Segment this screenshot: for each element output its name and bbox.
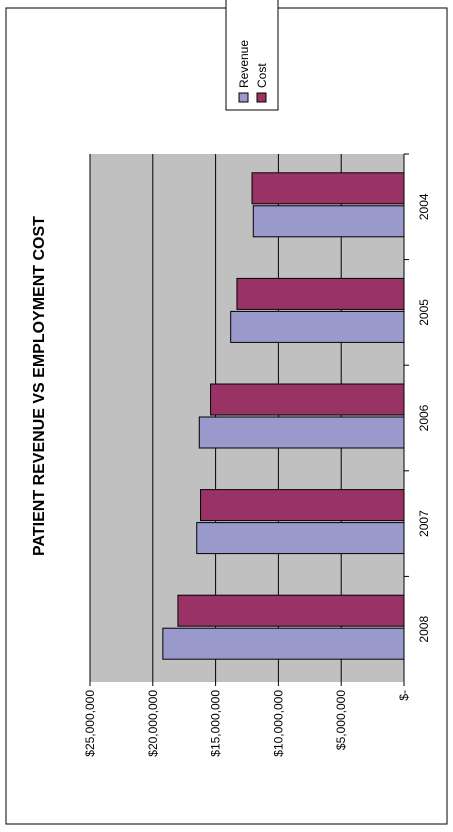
category-label: 2005 [417, 299, 431, 326]
value-tick-label: $- [397, 690, 411, 701]
legend-swatch-revenue [238, 92, 249, 103]
bar-cost-2005 [236, 277, 405, 310]
value-tick-label: $10,000,000 [271, 690, 285, 757]
value-axis: $- $5,000,000 $10,000,000 $15,000,000 $20,00… [83, 682, 411, 757]
bar-revenue-2005 [230, 310, 405, 343]
legend-swatch-cost [256, 92, 267, 103]
bar-revenue-2008 [162, 627, 405, 660]
bars [162, 172, 405, 660]
legend: Revenue Cost [225, 0, 279, 111]
bar-revenue-2006 [198, 416, 405, 449]
value-tick-label: $5,000,000 [334, 690, 348, 750]
bar-cost-2004 [251, 172, 405, 205]
category-label: 2006 [417, 404, 431, 431]
value-tick-label: $20,000,000 [146, 690, 160, 757]
category-axis: 2008 2007 2006 2005 2004 [404, 153, 431, 643]
category-label: 2007 [417, 510, 431, 537]
chart: PATIENT REVENUE VS EMPLOYMENT COST $- $5,… [31, 0, 431, 757]
legend-label-cost: Cost [255, 63, 269, 88]
chart-title: PATIENT REVENUE VS EMPLOYMENT COST [31, 216, 48, 556]
category-label: 2008 [417, 616, 431, 643]
value-tick-label: $15,000,000 [209, 690, 223, 757]
category-label: 2004 [417, 193, 431, 220]
bar-revenue-2004 [252, 205, 405, 238]
value-tick-label: $25,000,000 [83, 690, 97, 757]
legend-label-revenue: Revenue [237, 40, 251, 88]
bar-cost-2008 [177, 594, 405, 627]
bar-cost-2006 [210, 383, 405, 416]
bar-revenue-2007 [196, 522, 405, 555]
bar-cost-2007 [200, 489, 405, 522]
legend-box [225, 0, 279, 111]
